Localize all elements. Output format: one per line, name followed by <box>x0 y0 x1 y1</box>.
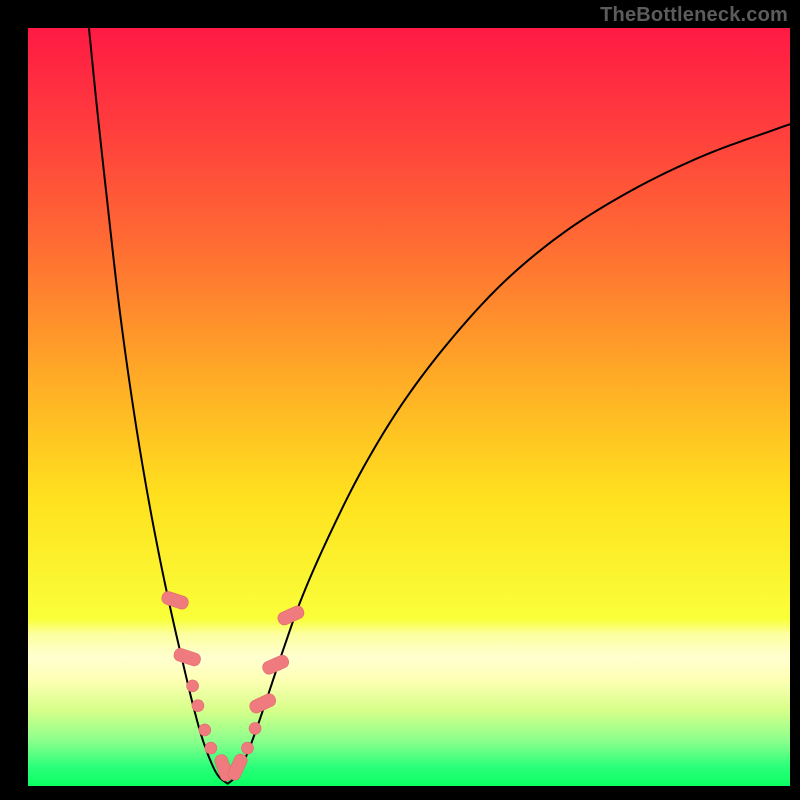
curve-marker <box>160 590 190 611</box>
bottleneck-curve <box>89 28 790 784</box>
curve-markers <box>160 590 306 783</box>
curve-marker <box>239 740 256 757</box>
chart-plot-area <box>28 28 790 786</box>
curve-marker <box>172 647 202 668</box>
curve-marker <box>247 720 263 736</box>
watermark-text: TheBottleneck.com <box>600 4 788 27</box>
curve-marker <box>203 740 219 756</box>
curve-marker <box>197 722 213 738</box>
chart-curve-layer <box>28 28 790 786</box>
curve-marker <box>276 604 306 627</box>
